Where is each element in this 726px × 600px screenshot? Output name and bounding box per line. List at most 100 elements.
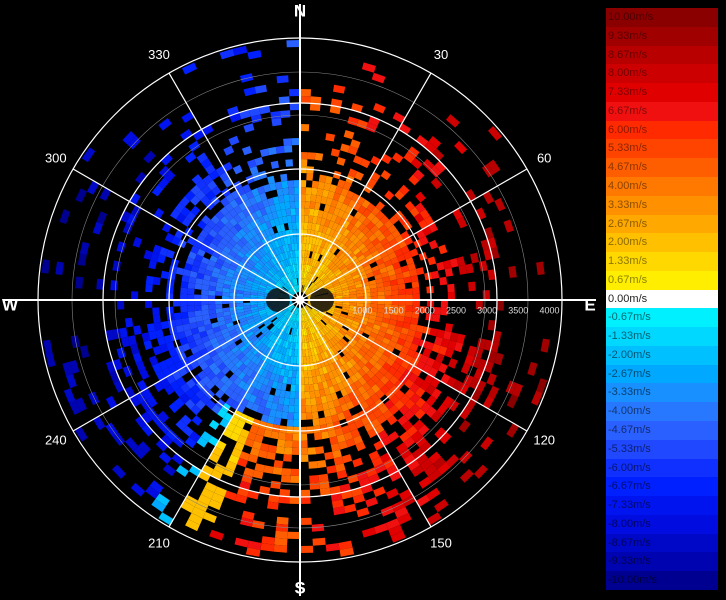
- velocity-cell: [404, 201, 415, 212]
- velocity-cell: [257, 405, 266, 415]
- velocity-cell: [309, 282, 315, 289]
- velocity-cell: [352, 320, 360, 326]
- velocity-cell: [295, 314, 298, 322]
- velocity-cell: [482, 395, 495, 409]
- velocity-cell: [361, 365, 370, 374]
- velocity-cell: [322, 266, 329, 274]
- velocity-cell: [254, 396, 262, 406]
- velocity-cell: [408, 373, 419, 383]
- velocity-cell: [434, 427, 447, 440]
- velocity-cell: [349, 291, 357, 295]
- velocity-cell: [467, 345, 477, 357]
- velocity-cell: [301, 257, 305, 265]
- velocity-cell: [431, 148, 445, 161]
- velocity-cell: [375, 258, 384, 266]
- velocity-cell: [230, 281, 239, 287]
- velocity-cell: [387, 366, 398, 376]
- velocity-cell: [333, 344, 341, 352]
- velocity-cell: [292, 321, 296, 329]
- velocity-cell: [257, 301, 265, 305]
- velocity-cell: [228, 250, 237, 258]
- velocity-cell: [447, 283, 455, 293]
- velocity-cell: [300, 201, 306, 209]
- velocity-cell: [303, 314, 307, 322]
- velocity-cell: [303, 321, 306, 329]
- velocity-cell: [370, 307, 378, 313]
- velocity-cell: [325, 269, 332, 276]
- velocity-cell: [204, 481, 217, 493]
- velocity-cell: [338, 329, 347, 336]
- velocity-cell: [380, 505, 395, 517]
- velocity-cell: [196, 152, 208, 164]
- velocity-cell: [294, 278, 297, 286]
- velocity-cell: [219, 354, 229, 363]
- velocity-cell: [259, 284, 267, 289]
- velocity-cell: [296, 285, 299, 293]
- velocity-cell: [431, 360, 442, 371]
- velocity-cell: [135, 415, 147, 429]
- velocity-cell: [259, 311, 267, 316]
- velocity-cell: [308, 273, 314, 281]
- velocity-cell: [79, 345, 90, 359]
- velocity-cell: [314, 238, 320, 246]
- velocity-cell: [373, 486, 386, 497]
- velocity-cell: [155, 329, 164, 339]
- velocity-cell: [285, 244, 290, 252]
- velocity-cell: [281, 317, 288, 324]
- velocity-cell: [295, 215, 300, 223]
- velocity-cell: [188, 251, 197, 260]
- velocity-cell: [265, 309, 273, 313]
- velocity-cell: [259, 344, 267, 352]
- velocity-cell: [326, 322, 334, 329]
- velocity-cell: [376, 414, 387, 425]
- velocity-cell: [300, 517, 312, 525]
- velocity-cell: [302, 314, 305, 322]
- velocity-cell: [358, 214, 367, 224]
- velocity-cell: [384, 371, 394, 381]
- velocity-cell: [383, 242, 392, 251]
- velocity-cell: [384, 304, 392, 310]
- velocity-cell: [285, 282, 291, 289]
- velocity-cell: [275, 283, 283, 288]
- velocity-cell: [324, 280, 332, 286]
- velocity-cell: [353, 435, 363, 445]
- velocity-cell: [308, 311, 314, 318]
- velocity-cell: [187, 282, 196, 289]
- velocity-cell: [415, 397, 426, 409]
- velocity-cell: [300, 180, 307, 188]
- velocity-cell: [99, 187, 112, 201]
- velocity-cell: [248, 333, 256, 341]
- velocity-cell: [314, 390, 321, 398]
- velocity-cell: [228, 382, 238, 392]
- velocity-cell: [469, 377, 480, 390]
- velocity-cell: [361, 391, 371, 401]
- velocity-cell: [403, 151, 416, 164]
- velocity-cell: [238, 314, 246, 320]
- velocity-cell: [207, 259, 216, 267]
- velocity-cell: [337, 412, 346, 421]
- velocity-cell: [265, 371, 272, 380]
- legend-swatch: [606, 308, 718, 328]
- velocity-cell: [279, 346, 285, 355]
- velocity-cell: [322, 317, 330, 323]
- velocity-cell: [286, 40, 300, 48]
- velocity-cell: [188, 340, 197, 349]
- velocity-cell: [265, 220, 272, 229]
- legend-row: -8.67m/s: [606, 533, 718, 553]
- velocity-cell: [245, 368, 254, 378]
- velocity-cell: [319, 487, 331, 496]
- velocity-cell: [373, 408, 383, 419]
- velocity-cell: [379, 341, 389, 350]
- velocity-cell: [245, 279, 254, 285]
- velocity-cell: [268, 364, 275, 373]
- velocity-cell: [267, 394, 275, 403]
- azimuth-line: [168, 299, 301, 528]
- velocity-cell: [300, 384, 305, 392]
- velocity-cell: [411, 465, 424, 477]
- velocity-cell: [282, 376, 288, 384]
- velocity-cell: [434, 499, 449, 513]
- velocity-cell: [322, 277, 330, 283]
- velocity-cell: [175, 267, 185, 276]
- velocity-cell: [433, 307, 441, 315]
